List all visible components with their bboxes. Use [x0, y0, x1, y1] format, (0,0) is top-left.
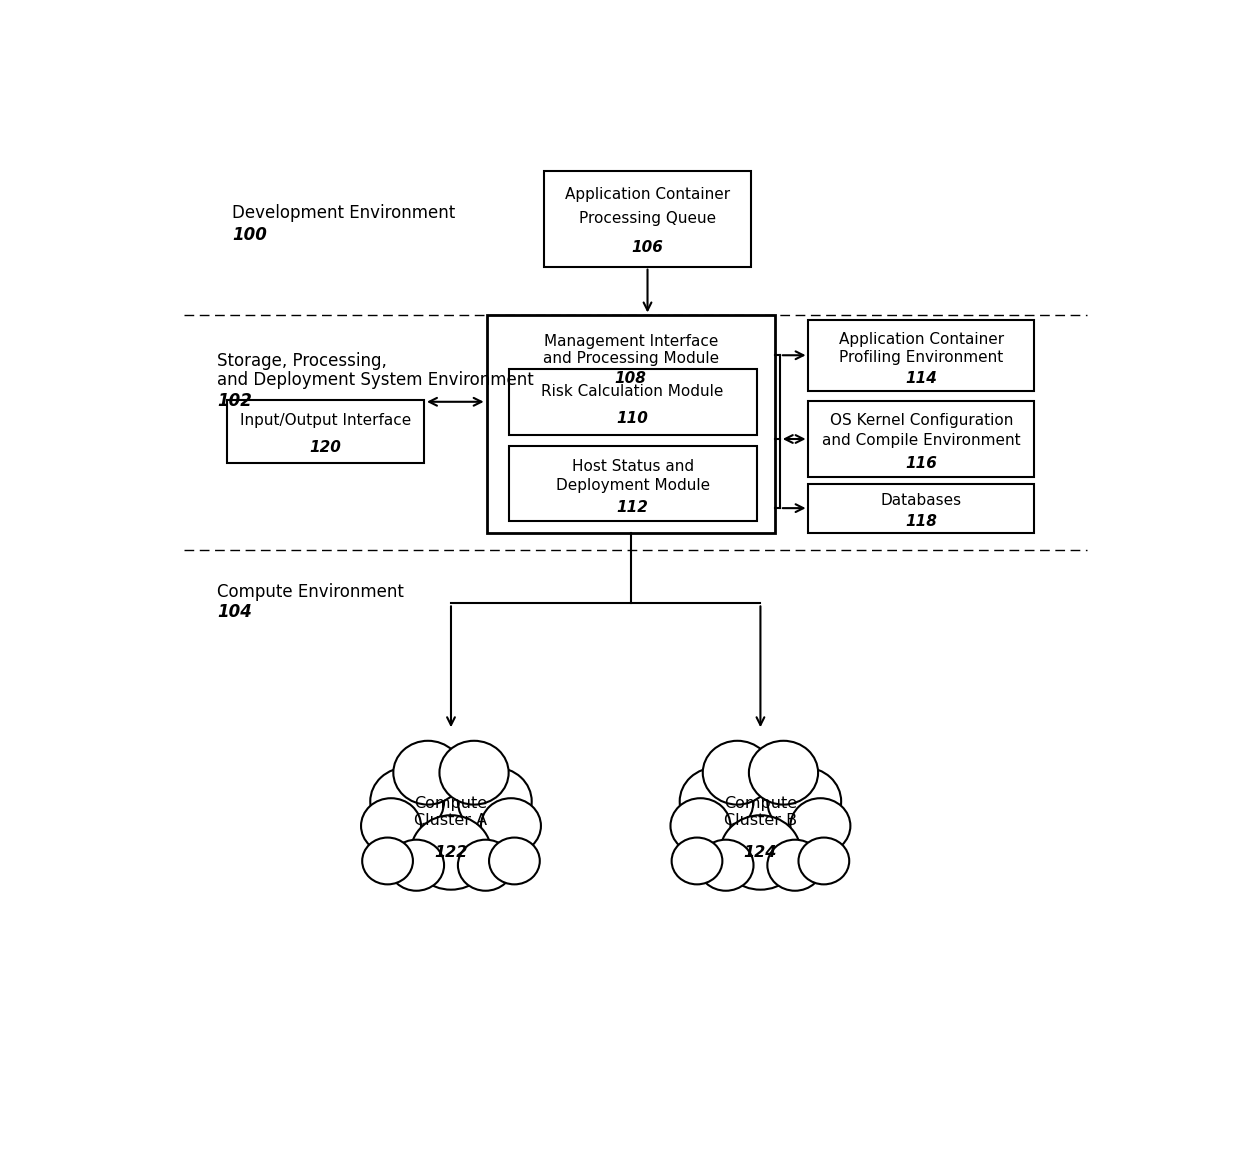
Circle shape	[393, 741, 463, 805]
Bar	[808, 320, 1034, 390]
Circle shape	[489, 838, 539, 884]
Text: Compute
Cluster B: Compute Cluster B	[724, 795, 797, 829]
Circle shape	[458, 840, 513, 891]
Circle shape	[371, 768, 444, 836]
Text: 124: 124	[744, 845, 777, 860]
Circle shape	[720, 815, 801, 890]
Circle shape	[410, 815, 491, 890]
Text: Application Container: Application Container	[565, 188, 730, 203]
Circle shape	[706, 764, 816, 867]
Circle shape	[672, 838, 723, 884]
Circle shape	[768, 768, 841, 836]
Circle shape	[799, 838, 849, 884]
Text: and Processing Module: and Processing Module	[543, 351, 719, 366]
Circle shape	[458, 768, 532, 836]
Circle shape	[680, 768, 754, 836]
Circle shape	[396, 764, 506, 867]
Text: Profiling Environment: Profiling Environment	[839, 350, 1003, 365]
Circle shape	[361, 798, 422, 854]
Bar	[808, 402, 1034, 477]
Text: Management Interface: Management Interface	[543, 334, 718, 349]
Circle shape	[439, 741, 508, 805]
Text: OS Kernel Configuration: OS Kernel Configuration	[830, 413, 1013, 428]
Text: 118: 118	[905, 514, 937, 529]
Text: Deployment Module: Deployment Module	[556, 478, 709, 493]
Text: Application Container: Application Container	[838, 333, 1004, 348]
Text: Compute Environment: Compute Environment	[217, 582, 404, 601]
Text: 100: 100	[232, 226, 267, 244]
Text: Input/Output Interface: Input/Output Interface	[241, 413, 412, 428]
Circle shape	[703, 741, 773, 805]
Text: and Compile Environment: and Compile Environment	[822, 433, 1021, 448]
Text: Compute
Cluster A: Compute Cluster A	[414, 795, 487, 829]
Text: Storage, Processing,: Storage, Processing,	[217, 352, 387, 371]
Circle shape	[790, 798, 851, 854]
Bar	[227, 399, 424, 464]
Text: 116: 116	[905, 456, 937, 471]
Text: 120: 120	[310, 440, 341, 455]
Text: 104: 104	[217, 603, 253, 622]
Text: 114: 114	[905, 371, 937, 386]
Bar	[508, 445, 756, 521]
Text: Databases: Databases	[880, 494, 962, 509]
Text: Risk Calculation Module: Risk Calculation Module	[542, 384, 724, 399]
Circle shape	[362, 838, 413, 884]
Text: 110: 110	[616, 411, 649, 426]
Text: 106: 106	[631, 241, 663, 256]
Bar	[808, 483, 1034, 533]
Bar	[508, 368, 756, 435]
Text: 102: 102	[217, 392, 253, 411]
Circle shape	[768, 840, 822, 891]
Text: Processing Queue: Processing Queue	[579, 212, 715, 227]
Circle shape	[749, 741, 818, 805]
Text: 108: 108	[615, 371, 646, 386]
Bar	[486, 315, 775, 533]
Circle shape	[698, 840, 754, 891]
Text: Development Environment: Development Environment	[232, 205, 455, 222]
Text: 112: 112	[616, 500, 649, 514]
Circle shape	[388, 840, 444, 891]
Circle shape	[481, 798, 541, 854]
Text: Host Status and: Host Status and	[572, 459, 693, 474]
Text: 122: 122	[434, 845, 467, 860]
Text: and Deployment System Environment: and Deployment System Environment	[217, 371, 534, 389]
Bar	[544, 170, 751, 267]
Circle shape	[671, 798, 730, 854]
